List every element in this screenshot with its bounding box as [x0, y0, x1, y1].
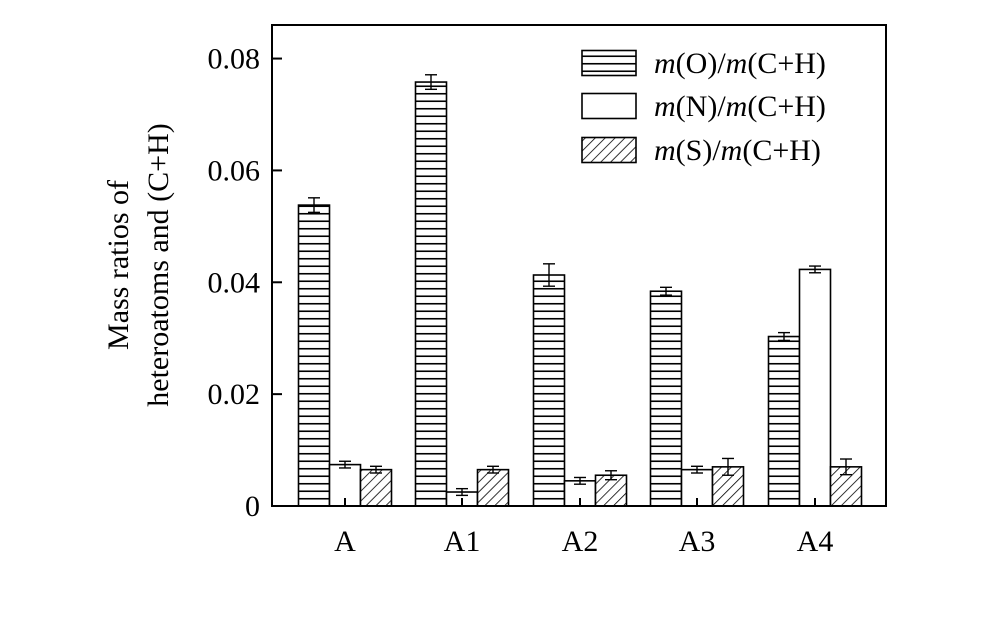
x-tick-label-1: A1: [444, 525, 481, 558]
axes-layer: 0 0.02 0.04 0.06 0.08 A A1 A2 A3 A4: [208, 24, 887, 558]
legend-label-1: m(N)/m(C+H): [654, 90, 826, 123]
bar-s2-c0: [359, 468, 393, 507]
y-axis-title-line1: Mass ratios of: [102, 180, 135, 350]
bar-s1-c4: [798, 268, 832, 507]
bar-s0-c3: [649, 290, 683, 507]
y-tick-label-2: 0.04: [208, 266, 261, 299]
bars-layer: [297, 81, 863, 507]
error-bars-layer: [308, 74, 852, 497]
x-tick-label-2: A2: [562, 525, 599, 558]
legend-label-0: m(O)/m(C+H): [654, 47, 826, 80]
y-tick-label-4: 0.08: [208, 43, 261, 76]
bar-s0-c2: [532, 274, 566, 507]
legend-label-2: m(S)/m(C+H): [654, 134, 821, 167]
y-axis-title-line2: heteroatoms and (C+H): [142, 123, 175, 407]
x-tick-label-4: A4: [797, 525, 834, 558]
x-tick-label-0: A: [334, 525, 356, 558]
legend-swatch-2: [581, 136, 637, 164]
y-tick-label-3: 0.06: [208, 154, 261, 187]
y-tick-label-1: 0.02: [208, 378, 261, 411]
x-tick-label-3: A3: [679, 525, 716, 558]
bar-s0-c0: [297, 204, 331, 507]
legend-swatch-1: [581, 92, 637, 120]
y-tick-label-0: 0: [245, 490, 260, 523]
bar-s0-c4: [767, 335, 801, 507]
legend-swatch-0: [581, 49, 637, 77]
legend: m(O)/m(C+H) m(N)/m(C+H) m(S)/m(C+H): [581, 47, 826, 167]
bar-s0-c1: [414, 81, 448, 507]
bar-s2-c1: [476, 468, 510, 507]
y-axis-title: Mass ratios of heteroatoms and (C+H): [102, 123, 175, 407]
